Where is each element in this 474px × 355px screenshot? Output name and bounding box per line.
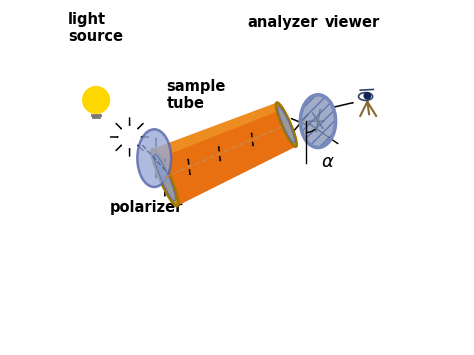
Ellipse shape — [278, 106, 295, 143]
Ellipse shape — [154, 154, 175, 201]
Text: viewer: viewer — [325, 16, 380, 31]
Ellipse shape — [152, 149, 178, 206]
Text: polarizer: polarizer — [110, 200, 183, 215]
Ellipse shape — [301, 95, 336, 148]
Circle shape — [83, 87, 109, 113]
Polygon shape — [153, 103, 280, 159]
Ellipse shape — [137, 129, 171, 187]
Polygon shape — [153, 103, 296, 206]
Text: analyzer: analyzer — [247, 16, 318, 31]
Circle shape — [364, 93, 371, 99]
Ellipse shape — [358, 93, 373, 100]
Text: light
source: light source — [68, 12, 123, 44]
Text: sample
tube: sample tube — [166, 79, 226, 111]
Ellipse shape — [276, 103, 297, 147]
Text: α: α — [321, 153, 333, 171]
